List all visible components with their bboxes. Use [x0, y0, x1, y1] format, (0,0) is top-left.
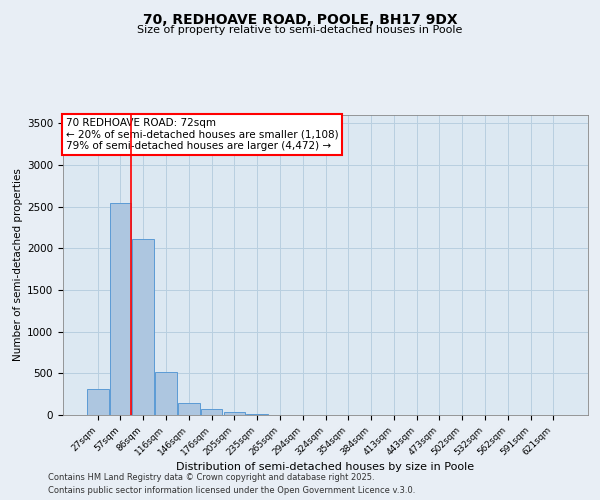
Text: 70 REDHOAVE ROAD: 72sqm
← 20% of semi-detached houses are smaller (1,108)
79% of: 70 REDHOAVE ROAD: 72sqm ← 20% of semi-de… — [65, 118, 338, 151]
Bar — [224, 412, 245, 415]
Bar — [201, 409, 223, 415]
Bar — [87, 389, 109, 415]
Y-axis label: Number of semi-detached properties: Number of semi-detached properties — [13, 168, 23, 362]
Bar — [110, 204, 131, 415]
X-axis label: Distribution of semi-detached houses by size in Poole: Distribution of semi-detached houses by … — [176, 462, 475, 472]
Bar — [155, 372, 177, 415]
Text: Size of property relative to semi-detached houses in Poole: Size of property relative to semi-detach… — [137, 25, 463, 35]
Text: Contains HM Land Registry data © Crown copyright and database right 2025.: Contains HM Land Registry data © Crown c… — [48, 474, 374, 482]
Text: Contains public sector information licensed under the Open Government Licence v.: Contains public sector information licen… — [48, 486, 415, 495]
Bar — [133, 239, 154, 415]
Bar — [247, 414, 268, 415]
Text: 70, REDHOAVE ROAD, POOLE, BH17 9DX: 70, REDHOAVE ROAD, POOLE, BH17 9DX — [143, 12, 457, 26]
Bar — [178, 402, 200, 415]
